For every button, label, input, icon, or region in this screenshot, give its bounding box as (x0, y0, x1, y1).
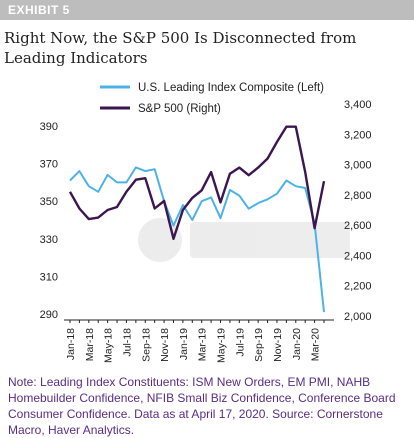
exhibit-header-bar: EXHIBIT 5 (0, 0, 414, 20)
series-line-leading-index (69, 166, 325, 313)
right-axis-tick-label: 3,200 (344, 129, 372, 141)
left-axis-tick-label: 290 (40, 309, 58, 321)
series-lines (68, 125, 326, 313)
x-axis: Jan-18 Mar-18 May-18 Jul-18 Sep-18 Nov-18 Jan-… (64, 319, 334, 363)
chart-note: Note: Leading Index Constituents: ISM Ne… (8, 375, 396, 437)
x-axis-tick-label: Sep-18 (140, 328, 152, 362)
left-axis: 290 310 330 350 370 390 (40, 121, 58, 321)
right-axis: 2,000 2,200 2,400 2,600 2,800 3,000 3,200 3,400 (344, 99, 372, 323)
right-axis-tick-label: 3,400 (344, 99, 372, 111)
watermark-logo (138, 218, 350, 262)
left-axis-tick-label: 370 (40, 159, 58, 171)
x-axis-tick-label: Jul-18 (121, 328, 133, 357)
legend-label: U.S. Leading Index Composite (Left) (138, 82, 324, 94)
legend-label: S&P 500 (Right) (138, 103, 221, 115)
x-axis-tick-label: Jul-19 (234, 328, 246, 357)
x-axis-tick-label: Jan-19 (178, 328, 190, 360)
x-axis-tick-label: May-19 (216, 328, 228, 363)
left-axis-tick-label: 330 (40, 234, 58, 246)
x-axis-tick-label: Nov-19 (272, 328, 284, 362)
x-axis-tick-label: Nov-18 (159, 328, 171, 362)
exhibit-label: EXHIBIT 5 (8, 3, 70, 17)
x-axis-tick-label: Sep-19 (253, 328, 265, 362)
x-axis-tick-label: Jan-20 (291, 328, 303, 360)
right-axis-tick-label: 2,000 (344, 311, 372, 323)
right-axis-tick-label: 2,600 (344, 220, 372, 232)
x-axis-tick-label: Mar-20 (310, 328, 322, 361)
right-axis-tick-label: 2,800 (344, 190, 372, 202)
left-axis-tick-label: 350 (40, 196, 58, 208)
legend: U.S. Leading Index Composite (Left) S&P 5… (100, 82, 324, 115)
x-axis-tick-label: Mar-19 (197, 328, 209, 361)
right-axis-tick-label: 3,000 (344, 160, 372, 172)
series-line-sp500 (68, 125, 326, 241)
x-axis-tick-label: Mar-18 (84, 328, 96, 361)
chart-title: Right Now, the S&P 500 Is Disconnected f… (4, 29, 357, 67)
right-axis-tick-label: 2,400 (344, 250, 372, 262)
left-axis-tick-label: 310 (40, 271, 58, 283)
left-axis-tick-label: 390 (40, 121, 58, 133)
right-axis-tick-label: 2,200 (344, 281, 372, 293)
x-axis-tick-label: May-18 (103, 328, 115, 363)
x-axis-tick-label: Jan-18 (65, 328, 77, 360)
